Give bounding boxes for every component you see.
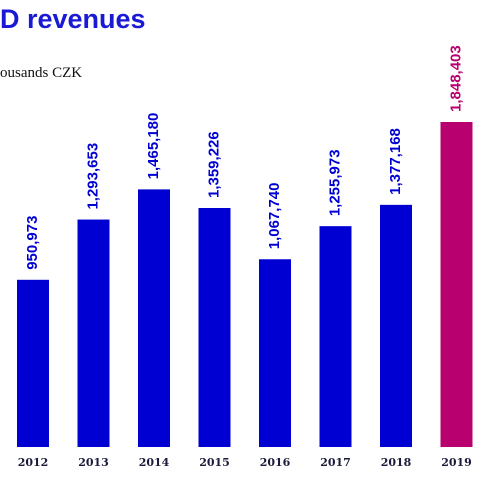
bar (259, 259, 291, 447)
x-tick-label: 2012 (18, 456, 49, 469)
value-label: 1,359,226 (205, 131, 222, 198)
value-label: 1,255,973 (326, 149, 343, 216)
x-tick-label: 2014 (139, 456, 170, 469)
x-tick-label: 2018 (381, 456, 412, 469)
value-label: 1,067,740 (266, 183, 283, 250)
x-tick-label: 2017 (320, 456, 351, 469)
bar (138, 189, 170, 448)
bar (198, 208, 231, 447)
x-tick-label: 2015 (199, 456, 230, 469)
bar (440, 122, 473, 447)
chart-title: D revenues (0, 4, 146, 34)
bar (319, 226, 352, 447)
x-tick-label: 2016 (260, 456, 291, 469)
value-label: 1,848,403 (447, 45, 464, 112)
chart-subtitle: ousands CZK (0, 65, 82, 81)
value-label: 950,973 (24, 216, 41, 270)
bar (380, 204, 412, 447)
x-tick-label: 2019 (441, 456, 472, 469)
x-tick-label: 2013 (78, 456, 109, 469)
value-label: 1,465,180 (145, 113, 162, 180)
value-label: 1,293,653 (84, 143, 101, 210)
value-label: 1,377,168 (387, 128, 404, 195)
bar (77, 219, 110, 447)
bar (17, 279, 49, 447)
